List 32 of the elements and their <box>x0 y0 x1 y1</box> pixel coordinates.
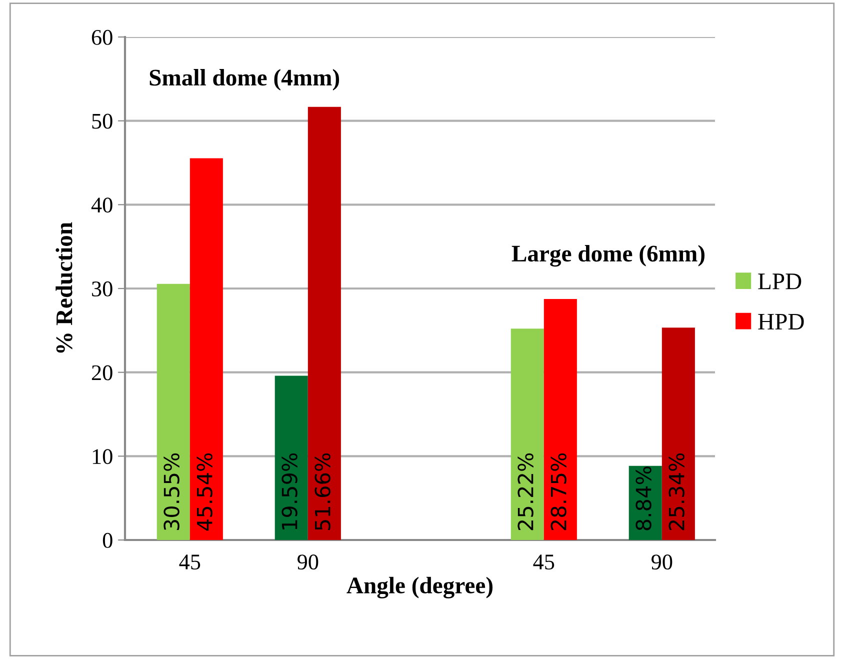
data-label: 51.66% <box>314 453 330 530</box>
bar <box>544 298 577 540</box>
x-tick-label: 90 <box>652 554 672 570</box>
y-tick-label: 20 <box>92 365 112 380</box>
legend-label: LPD <box>758 274 802 290</box>
x-tick-label: 45 <box>533 554 554 570</box>
data-label: 25.34% <box>668 453 684 530</box>
y-tick-label: 0 <box>102 532 112 548</box>
bar <box>662 328 695 540</box>
bar <box>274 376 308 540</box>
x-axis-title: Angle (degree) <box>346 576 493 598</box>
bar <box>308 106 341 540</box>
bar <box>190 158 223 540</box>
annotation: Small dome (4mm) <box>150 69 340 90</box>
y-tick-label: 10 <box>92 449 112 464</box>
x-tick-label: 45 <box>179 554 200 570</box>
legend-label: HPD <box>758 314 804 330</box>
bar <box>510 328 544 540</box>
data-label: 19.59% <box>282 453 298 530</box>
y-tick-label: 30 <box>92 281 112 296</box>
y-tick-label: 60 <box>92 30 112 45</box>
data-label: 28.75% <box>550 453 566 530</box>
y-tick-label: 50 <box>92 114 112 129</box>
x-tick-label: 90 <box>298 554 318 570</box>
bar <box>156 284 190 540</box>
data-label: 25.22% <box>518 453 534 530</box>
y-tick-label: 40 <box>91 198 112 213</box>
annotation: Large dome (6mm) <box>512 245 704 267</box>
data-label: 45.54% <box>196 453 212 531</box>
data-label: 8.84% <box>636 466 652 530</box>
y-axis-title: % Reduction <box>56 222 72 353</box>
data-label: 30.55% <box>164 453 180 530</box>
